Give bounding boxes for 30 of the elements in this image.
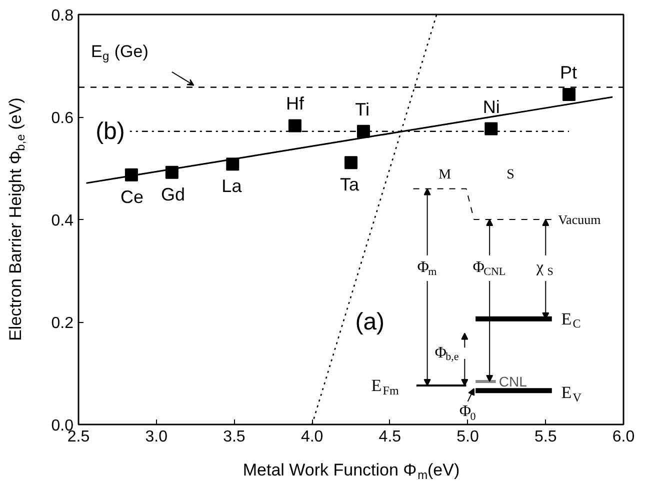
x-tick-label: 5.5 (534, 428, 557, 446)
annotation: Ti (355, 99, 370, 120)
annotation: M (438, 167, 452, 182)
annotation: La (222, 176, 243, 196)
annotation: CNL (498, 373, 528, 390)
x-tick-label: 6.0 (612, 428, 635, 446)
point (484, 122, 498, 136)
annotation: (a) (355, 308, 385, 336)
x-tick-label: 4.5 (378, 428, 402, 446)
annotation: Hf (286, 94, 305, 114)
y-tick-label: 0.4 (51, 212, 74, 230)
annotation: Gd (160, 184, 185, 204)
x-tick-label: 5.0 (456, 428, 480, 446)
annotation: Ce (120, 186, 144, 207)
annotation: Ta (340, 174, 360, 195)
y-tick-label: 0.6 (51, 110, 74, 127)
x-tick-label: 4.0 (300, 428, 324, 446)
annotation: S (506, 167, 514, 182)
annotation: (b) (96, 118, 125, 145)
x-tick-label: 3.5 (223, 428, 246, 446)
point (344, 156, 358, 170)
point (562, 88, 576, 101)
y-axis-title: Electron Barrier Height Φb,e (eV) (6, 98, 28, 341)
y-tick-label: 0.2 (51, 315, 74, 332)
annotation: Pt (560, 62, 578, 82)
x-tick-label: 3.0 (145, 428, 168, 446)
y-tick-label: 0.8 (51, 8, 74, 24)
annotation: Ni (482, 96, 500, 117)
point (288, 119, 302, 132)
annotation: Vacuum (558, 212, 601, 227)
